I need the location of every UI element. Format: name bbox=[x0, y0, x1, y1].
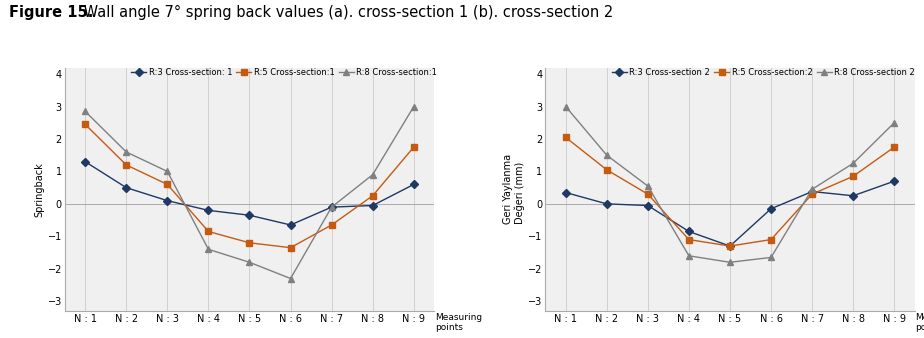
R:8 Cross-section:1 bbox=[326, 205, 337, 209]
R:5 Cross-section:1 bbox=[285, 246, 296, 250]
R:5 Cross-section:1 bbox=[162, 183, 173, 187]
R:5 Cross-section:1 bbox=[408, 145, 419, 149]
R:8 Cross-section 2 bbox=[642, 184, 653, 188]
R:8 Cross-section 2 bbox=[807, 187, 818, 191]
R:3 Cross-section 2 bbox=[847, 194, 858, 198]
R:5 Cross-section:1 bbox=[326, 223, 337, 227]
R:3 Cross-section: 1: (3, -0.2): 1: (3, -0.2) bbox=[203, 208, 214, 212]
R:5 Cross-section:2 bbox=[847, 174, 858, 178]
R:5 Cross-section:2 bbox=[724, 244, 736, 248]
R:8 Cross-section:1 bbox=[244, 260, 255, 264]
Text: Wall angle 7° spring back values (a). cross-section 1 (b). cross-section 2: Wall angle 7° spring back values (a). cr… bbox=[79, 5, 613, 20]
R:3 Cross-section 2 bbox=[807, 190, 818, 194]
R:8 Cross-section:1 bbox=[79, 110, 91, 114]
Line: R:5 Cross-section:2: R:5 Cross-section:2 bbox=[563, 135, 897, 249]
R:3 Cross-section 2 bbox=[684, 230, 695, 234]
R:5 Cross-section:2 bbox=[765, 238, 776, 242]
R:8 Cross-section 2 bbox=[602, 153, 613, 157]
R:8 Cross-section 2 bbox=[684, 254, 695, 258]
R:5 Cross-section:2 bbox=[807, 192, 818, 196]
R:8 Cross-section 2 bbox=[889, 121, 900, 125]
Text: Measuring
points: Measuring points bbox=[435, 313, 482, 332]
R:8 Cross-section 2 bbox=[724, 260, 736, 264]
R:5 Cross-section:1 bbox=[203, 230, 214, 234]
Line: R:3 Cross-section: 1: R:3 Cross-section: 1 bbox=[82, 159, 417, 228]
Legend: R:3 Cross-section 2, R:5 Cross-section:2, R:8 Cross-section 2: R:3 Cross-section 2, R:5 Cross-section:2… bbox=[612, 68, 915, 77]
R:8 Cross-section:1 bbox=[367, 173, 378, 177]
R:8 Cross-section:1 bbox=[121, 150, 132, 154]
R:3 Cross-section: 1: (4, -0.35): 1: (4, -0.35) bbox=[244, 213, 255, 217]
R:5 Cross-section:2 bbox=[602, 168, 613, 172]
R:5 Cross-section:1 bbox=[79, 122, 91, 126]
R:3 Cross-section: 1: (8, 0.6): 1: (8, 0.6) bbox=[408, 183, 419, 187]
R:8 Cross-section:1 bbox=[203, 247, 214, 251]
Text: Measuring
points: Measuring points bbox=[916, 313, 924, 332]
R:5 Cross-section:2 bbox=[889, 145, 900, 149]
Legend: R:3 Cross-section: 1, R:5 Cross-section:1, R:8 Cross-section:1: R:3 Cross-section: 1, R:5 Cross-section:… bbox=[131, 68, 437, 77]
Text: Figure 15.: Figure 15. bbox=[9, 5, 93, 20]
Line: R:8 Cross-section 2: R:8 Cross-section 2 bbox=[562, 103, 898, 266]
R:3 Cross-section: 1: (5, -0.65): 1: (5, -0.65) bbox=[285, 223, 296, 227]
R:8 Cross-section 2 bbox=[765, 256, 776, 260]
R:8 Cross-section 2 bbox=[847, 161, 858, 165]
Y-axis label: Geri Yaylanma
Değeri (mm): Geri Yaylanma Değeri (mm) bbox=[503, 154, 525, 224]
R:3 Cross-section 2 bbox=[642, 203, 653, 208]
Line: R:8 Cross-section:1: R:8 Cross-section:1 bbox=[81, 103, 418, 282]
Line: R:3 Cross-section 2: R:3 Cross-section 2 bbox=[563, 178, 897, 249]
R:3 Cross-section: 1: (1, 0.5): 1: (1, 0.5) bbox=[121, 186, 132, 190]
R:3 Cross-section 2 bbox=[560, 191, 571, 195]
R:3 Cross-section: 1: (0, 1.3): 1: (0, 1.3) bbox=[79, 160, 91, 164]
R:3 Cross-section: 1: (2, 0.1): 1: (2, 0.1) bbox=[162, 199, 173, 203]
R:8 Cross-section:1 bbox=[285, 276, 296, 281]
R:3 Cross-section: 1: (6, -0.1): 1: (6, -0.1) bbox=[326, 205, 337, 209]
R:8 Cross-section 2 bbox=[560, 104, 571, 108]
R:3 Cross-section 2 bbox=[889, 179, 900, 183]
R:8 Cross-section:1 bbox=[408, 104, 419, 108]
R:3 Cross-section 2 bbox=[724, 244, 736, 248]
R:5 Cross-section:2 bbox=[642, 192, 653, 196]
R:5 Cross-section:1 bbox=[121, 163, 132, 167]
R:3 Cross-section: 1: (7, -0.05): 1: (7, -0.05) bbox=[367, 203, 378, 208]
R:8 Cross-section:1 bbox=[162, 169, 173, 173]
R:5 Cross-section:2 bbox=[560, 135, 571, 139]
R:5 Cross-section:1 bbox=[367, 194, 378, 198]
Y-axis label: Springback: Springback bbox=[35, 162, 44, 217]
R:3 Cross-section 2 bbox=[602, 202, 613, 206]
R:5 Cross-section:2 bbox=[684, 238, 695, 242]
R:3 Cross-section 2 bbox=[765, 207, 776, 211]
R:5 Cross-section:1 bbox=[244, 241, 255, 245]
Line: R:5 Cross-section:1: R:5 Cross-section:1 bbox=[82, 122, 417, 250]
